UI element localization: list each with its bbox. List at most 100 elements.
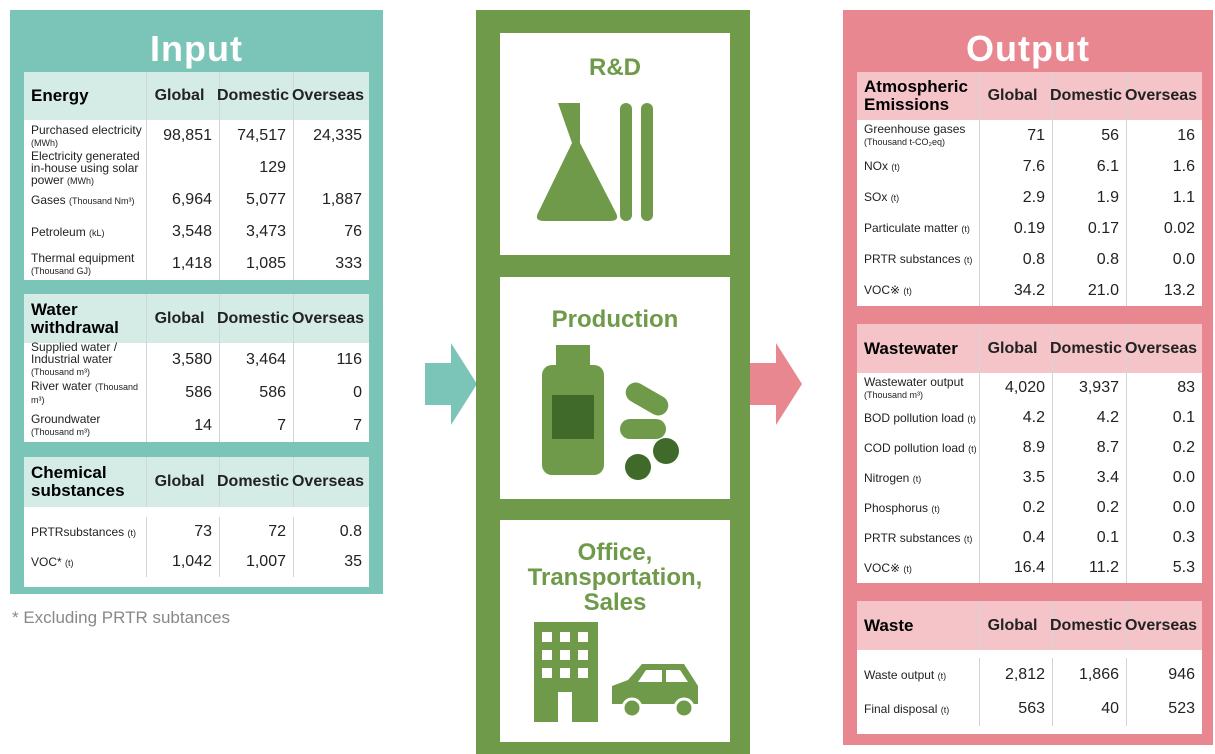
stage-box: Office, Transportation, Sales — [500, 520, 730, 742]
input-title: Input — [150, 28, 243, 69]
label-text: Wastewater output — [864, 374, 964, 389]
label-text: VOC* — [31, 554, 62, 569]
column-header: Domestic — [1050, 72, 1127, 120]
unit: (t) — [65, 557, 74, 568]
table-row: VOC※ (t) 34.2 21.0 13.2 — [857, 275, 1202, 306]
table-row: River water (Thousand m³) 586 586 0 — [24, 376, 369, 409]
value-cell: 40 — [1053, 692, 1127, 726]
column-header: Overseas — [1124, 339, 1198, 357]
flask-icon — [536, 103, 653, 221]
row-label-cell: Supplied water / Industrial water (Thous… — [24, 341, 147, 377]
value-cell: 8.7 — [1053, 433, 1127, 463]
label-text: PRTR substances — [864, 252, 961, 266]
value-cell: 3,464 — [220, 343, 294, 376]
label-text: Groundwater — [31, 412, 101, 426]
unit: (t) — [967, 413, 976, 424]
arrow-in — [425, 343, 477, 425]
label-text: COD pollution load — [864, 440, 965, 455]
unit: (Thousand GJ) — [31, 265, 92, 276]
value-cell: 1,418 — [147, 248, 220, 280]
value-cell: 0.2 — [980, 493, 1053, 523]
row-label: PRTR substances (t) — [864, 532, 972, 545]
unit: (t) — [937, 670, 947, 681]
value-cell: 2.9 — [980, 182, 1053, 213]
value-cell: 1,007 — [220, 547, 294, 577]
value-cell: 14 — [147, 409, 220, 442]
value-cell: 1,042 — [147, 547, 220, 577]
value-cell: 586 — [147, 376, 220, 409]
unit: (t) — [127, 527, 137, 538]
value-cell: 73 — [147, 517, 220, 547]
value-cell: 3,580 — [147, 343, 220, 376]
value-cell: 0.3 — [1172, 529, 1195, 546]
value-cell: 0.02 — [1163, 219, 1195, 237]
value-cell: 0 — [353, 383, 362, 401]
value-cell: 16 — [1177, 126, 1195, 144]
row-label: Thermal equipment (Thousand GJ) — [31, 252, 146, 277]
stage-title: Production — [551, 306, 679, 333]
table-row: Gases (Thousand Nm³) 6,964 5,077 1,887 — [24, 184, 369, 216]
value-cell: 7 — [220, 409, 294, 442]
value-cell: 13.2 — [1163, 281, 1195, 299]
output-title: Output — [966, 28, 1090, 69]
arrow-out — [750, 343, 802, 425]
row-label-cell: River water (Thousand m³) — [24, 376, 147, 409]
row-label-cell: VOC* (t) — [24, 547, 147, 577]
row-label: NOx (t) — [864, 160, 900, 173]
table-header: Wastewater Global Domestic Overseas — [857, 324, 1202, 373]
row-label-cell: Greenhouse gases (Thousand t-CO₂eq) — [857, 120, 980, 151]
table-header: Water withdrawal Global Domestic Overseas — [24, 294, 369, 343]
row-label-cell: VOC※ (t) — [857, 275, 980, 306]
table-row: Nitrogen (t) 3.5 3.4 0.0 — [857, 463, 1202, 493]
label-text: Thermal equipment — [31, 250, 135, 265]
label-text: Waste output — [864, 667, 935, 682]
value-cell: 586 — [220, 376, 294, 409]
stage-title: Office, Transportation, Sales — [527, 539, 703, 616]
table-row: Supplied water / Industrial water (Thous… — [24, 341, 369, 377]
label-text: SOx — [864, 190, 888, 204]
table-header: Waste Global Domestic Overseas — [857, 601, 1202, 650]
stage-title: R&D — [589, 54, 641, 81]
table-row: Groundwater (Thousand m³) 14 7 7 — [24, 409, 369, 442]
label-text: PRTRsubstances — [31, 524, 125, 539]
value-cell: 35 — [344, 553, 362, 570]
table-row: Final disposal (t) 563 40 523 — [857, 692, 1202, 726]
unit: (MWh) — [31, 137, 58, 148]
value-cell: 3,548 — [147, 216, 220, 248]
value-cell: 1,085 — [220, 248, 294, 280]
row-label-cell: Groundwater (Thousand m³) — [24, 409, 147, 442]
table-row: Petroleum (kL) 3,548 3,473 76 — [24, 216, 369, 248]
column-header: Global — [147, 72, 220, 120]
value-cell: 56 — [1053, 120, 1127, 151]
label-text: BOD pollution load — [864, 410, 965, 425]
unit: (t) — [890, 193, 900, 203]
label-text: Gases — [31, 192, 66, 207]
row-label-cell: Electricity generated in-house using sol… — [24, 150, 147, 186]
row-label: Petroleum (kL) — [31, 226, 105, 239]
value-cell: 1,887 — [321, 191, 362, 208]
value-cell: 8.9 — [980, 433, 1053, 463]
row-label: VOC* (t) — [31, 556, 74, 569]
unit: (Thousand m³) — [31, 367, 91, 377]
label-text: VOC※ — [864, 560, 901, 575]
label-text: Final disposal — [864, 701, 938, 716]
table-row: NOx (t) 7.6 6.1 1.6 — [857, 151, 1202, 182]
value-cell: 0.1 — [1172, 409, 1195, 426]
value-cell: 3.4 — [1053, 463, 1127, 493]
value-cell: 4.2 — [980, 403, 1053, 433]
unit: (Thousand m³) — [31, 381, 139, 405]
value-cell: 71 — [980, 120, 1053, 151]
row-label-cell: Thermal equipment (Thousand GJ) — [24, 248, 147, 280]
table-row: Wastewater output (Thousand m³) 4,020 3,93… — [857, 373, 1202, 403]
medicine-icon — [542, 345, 679, 480]
table-row: PRTRsubstances (t) 73 72 0.8 — [24, 517, 369, 547]
unit: (Thousand m³) — [31, 427, 91, 437]
value-cell: 72 — [220, 517, 294, 547]
value-cell: 1.6 — [1172, 157, 1195, 175]
row-label-cell: PRTR substances (t) — [857, 244, 980, 275]
row-label-cell: PRTR substances (t) — [857, 523, 980, 553]
row-label: Final disposal (t) — [864, 703, 949, 716]
unit: (t) — [968, 443, 977, 454]
value-cell: 7.6 — [980, 151, 1053, 182]
output-panel: Output Atmospheric Emissions Global Domest… — [843, 10, 1213, 745]
